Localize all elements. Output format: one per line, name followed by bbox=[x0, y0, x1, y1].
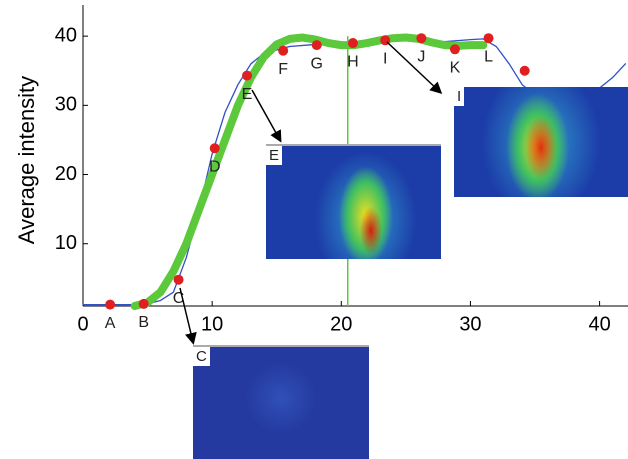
inset-image: C bbox=[193, 345, 369, 459]
x-tick-label: 40 bbox=[588, 313, 610, 335]
data-point bbox=[348, 38, 358, 48]
data-point bbox=[174, 275, 184, 285]
y-tick-label: 20 bbox=[55, 163, 77, 185]
x-tick-label: 20 bbox=[330, 313, 352, 335]
data-point bbox=[312, 40, 322, 50]
point-label: C bbox=[173, 290, 185, 307]
point-label: A bbox=[105, 315, 116, 332]
data-point bbox=[210, 143, 220, 153]
point-label: J bbox=[417, 48, 425, 65]
point-label: D bbox=[209, 158, 221, 175]
inset-label: I bbox=[454, 87, 464, 106]
inset-image: I bbox=[454, 87, 628, 197]
point-label: I bbox=[383, 51, 387, 68]
y-tick-label: 30 bbox=[55, 94, 77, 116]
data-point bbox=[416, 33, 426, 43]
point-label: L bbox=[484, 48, 493, 65]
inset-image: E bbox=[266, 144, 441, 259]
data-point bbox=[520, 66, 530, 76]
point-label: G bbox=[311, 55, 323, 72]
point-label: E bbox=[242, 86, 253, 103]
y-axis-label: Average intensity bbox=[14, 76, 39, 244]
inset-label: C bbox=[193, 347, 210, 366]
point-label: H bbox=[347, 53, 359, 70]
data-point bbox=[278, 46, 288, 56]
y-tick-label: 10 bbox=[55, 232, 77, 254]
figure: Average intensity 10 20 30 40 0 10 20 30 40 A B C D E… bbox=[0, 0, 628, 459]
data-point bbox=[139, 299, 149, 309]
data-point bbox=[380, 35, 390, 45]
point-label: K bbox=[450, 60, 461, 77]
inset-label: E bbox=[266, 146, 282, 165]
data-point bbox=[450, 44, 460, 54]
point-label: F bbox=[278, 61, 288, 78]
data-point bbox=[242, 71, 252, 81]
x-tick-label: 30 bbox=[459, 313, 481, 335]
x-tick-label: 0 bbox=[77, 313, 88, 335]
y-tick-label: 40 bbox=[55, 24, 77, 46]
data-point bbox=[484, 33, 494, 43]
x-tick-label: 10 bbox=[201, 313, 223, 335]
data-point bbox=[105, 300, 115, 310]
point-label: B bbox=[138, 314, 149, 331]
